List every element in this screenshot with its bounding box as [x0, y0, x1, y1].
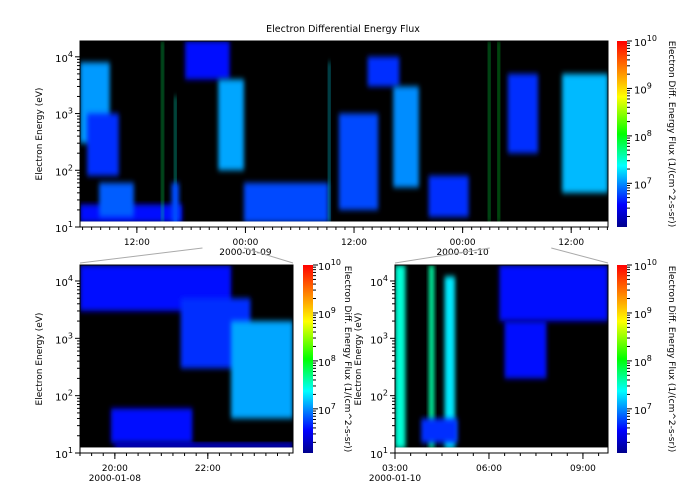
colorbar-tick-label: 1010	[634, 258, 657, 273]
y-tick-label: 102	[370, 389, 388, 404]
heatmap-patch	[499, 265, 608, 322]
x-tick-date: 2000-01-10	[436, 248, 489, 258]
zoom-connector	[243, 247, 294, 264]
colorbar-tick-label: 109	[318, 306, 336, 321]
colorbar: 107 108 109 1010 Electron Diff. Energy Flux …	[617, 258, 676, 453]
heatmap-patch	[507, 73, 539, 154]
heatmap-patch	[243, 182, 329, 222]
y-tick-label: 101	[55, 446, 73, 461]
colorbar-label: Electron Diff. Energy Flux (1/(cm^2-s-sr…	[666, 41, 676, 227]
y-tick-label: 103	[55, 107, 73, 122]
heatmap-patch	[428, 175, 469, 218]
colorbar-tick-label: 108	[634, 354, 652, 369]
y-tick-label: 102	[55, 163, 73, 178]
heatmap-patch	[218, 79, 244, 171]
heatmap-patch	[328, 62, 330, 222]
x-tick-label: 00:00	[450, 238, 476, 248]
x-tick-date: 2000-01-08	[89, 474, 142, 484]
y-tick-label: 101	[55, 220, 73, 235]
y-tick-label: 104	[55, 50, 73, 65]
colorbar-tick-label: 1010	[318, 258, 341, 273]
plot-frame	[79, 40, 609, 228]
zoom-connector	[394, 247, 490, 264]
colorbar-label: Electron Diff. Energy Flux (1/(cm^2-s-sr…	[342, 266, 352, 452]
heatmap-patch	[338, 113, 379, 210]
heatmap-patch	[498, 41, 500, 222]
colorbar: 107 108 109 1010 Electron Diff. Energy Flux …	[617, 34, 676, 227]
heatmap-cells	[80, 41, 608, 222]
heatmap-patch	[367, 56, 400, 87]
x-tick-label: 12:00	[124, 238, 150, 248]
plot-frame	[394, 264, 609, 454]
colorbar-tick-label: 108	[318, 354, 336, 369]
colorbar-tick-label: 107	[318, 402, 336, 417]
colorbar-tick-label: 1010	[634, 34, 657, 49]
y-tick-label: 102	[55, 389, 73, 404]
zoom-connector	[79, 247, 203, 264]
heatmap-patch	[99, 182, 134, 218]
heatmap-patch	[562, 73, 608, 193]
x-tick-label: 09:00	[570, 464, 596, 474]
heatmap-patch	[444, 276, 456, 448]
heatmap-cells	[395, 265, 608, 448]
colorbar-gradient	[617, 41, 627, 227]
y-axis-label: Electron Energy (eV)	[35, 88, 45, 181]
colorbar-gradient	[617, 265, 627, 453]
x-tick-date: 2000-01-10	[369, 474, 422, 484]
colorbar-tick-label: 107	[634, 176, 652, 191]
heatmap-patch	[393, 86, 419, 188]
y-tick-label: 103	[370, 331, 388, 346]
chart-title: Electron Differential Energy Flux	[266, 24, 420, 35]
x-tick-label: 00:00	[232, 238, 258, 248]
heatmap-patch	[174, 96, 177, 222]
heatmap-patch	[110, 408, 193, 443]
heatmap-patch	[87, 113, 119, 176]
colorbar-tick-label: 108	[634, 129, 652, 144]
colorbar-tick-label: 109	[634, 81, 652, 96]
x-tick-label: 22:00	[195, 464, 221, 474]
y-axis-label: Electron Energy (eV)	[354, 313, 364, 406]
heatmap-patch	[421, 418, 458, 443]
x-tick-label: 03:00	[382, 464, 408, 474]
heatmap-patch	[504, 321, 547, 379]
y-tick-label: 104	[370, 274, 388, 289]
colorbar-label: Electron Diff. Energy Flux (1/(cm^2-s-sr…	[666, 266, 676, 452]
y-tick-label: 103	[55, 331, 73, 346]
heatmap-patch	[161, 41, 164, 222]
x-tick-label: 12:00	[341, 238, 367, 248]
panel-overview: 101 102 103 104 Electron Energy (eV) 12:00 00:…	[35, 34, 676, 258]
heatmap-patch	[114, 442, 293, 448]
heatmap-patch	[171, 182, 180, 222]
zoom-connector	[551, 247, 609, 264]
x-tick-label: 20:00	[102, 464, 128, 474]
heatmap-patch	[395, 265, 406, 448]
heatmap-patch	[231, 321, 293, 419]
heatmap-patch	[185, 41, 230, 80]
x-tick-label: 12:00	[558, 238, 584, 248]
heatmap-patch	[488, 41, 490, 222]
plot-frame	[79, 264, 294, 454]
colorbar-tick-label: 107	[634, 402, 652, 417]
y-axis-label: Electron Energy (eV)	[35, 313, 45, 406]
colorbar-tick-label: 109	[634, 306, 652, 321]
y-tick-label: 104	[55, 274, 73, 289]
x-tick-label: 06:00	[476, 464, 502, 474]
y-tick-label: 101	[370, 446, 388, 461]
chart-layer: 101 102 103 104 Electron Energy (eV) 12:00 00:…	[35, 34, 676, 484]
heatmap-patch	[428, 265, 435, 448]
x-tick-date: 2000-01-09	[219, 248, 272, 258]
heatmap-cells	[80, 265, 293, 448]
colorbar-gradient	[303, 265, 313, 453]
